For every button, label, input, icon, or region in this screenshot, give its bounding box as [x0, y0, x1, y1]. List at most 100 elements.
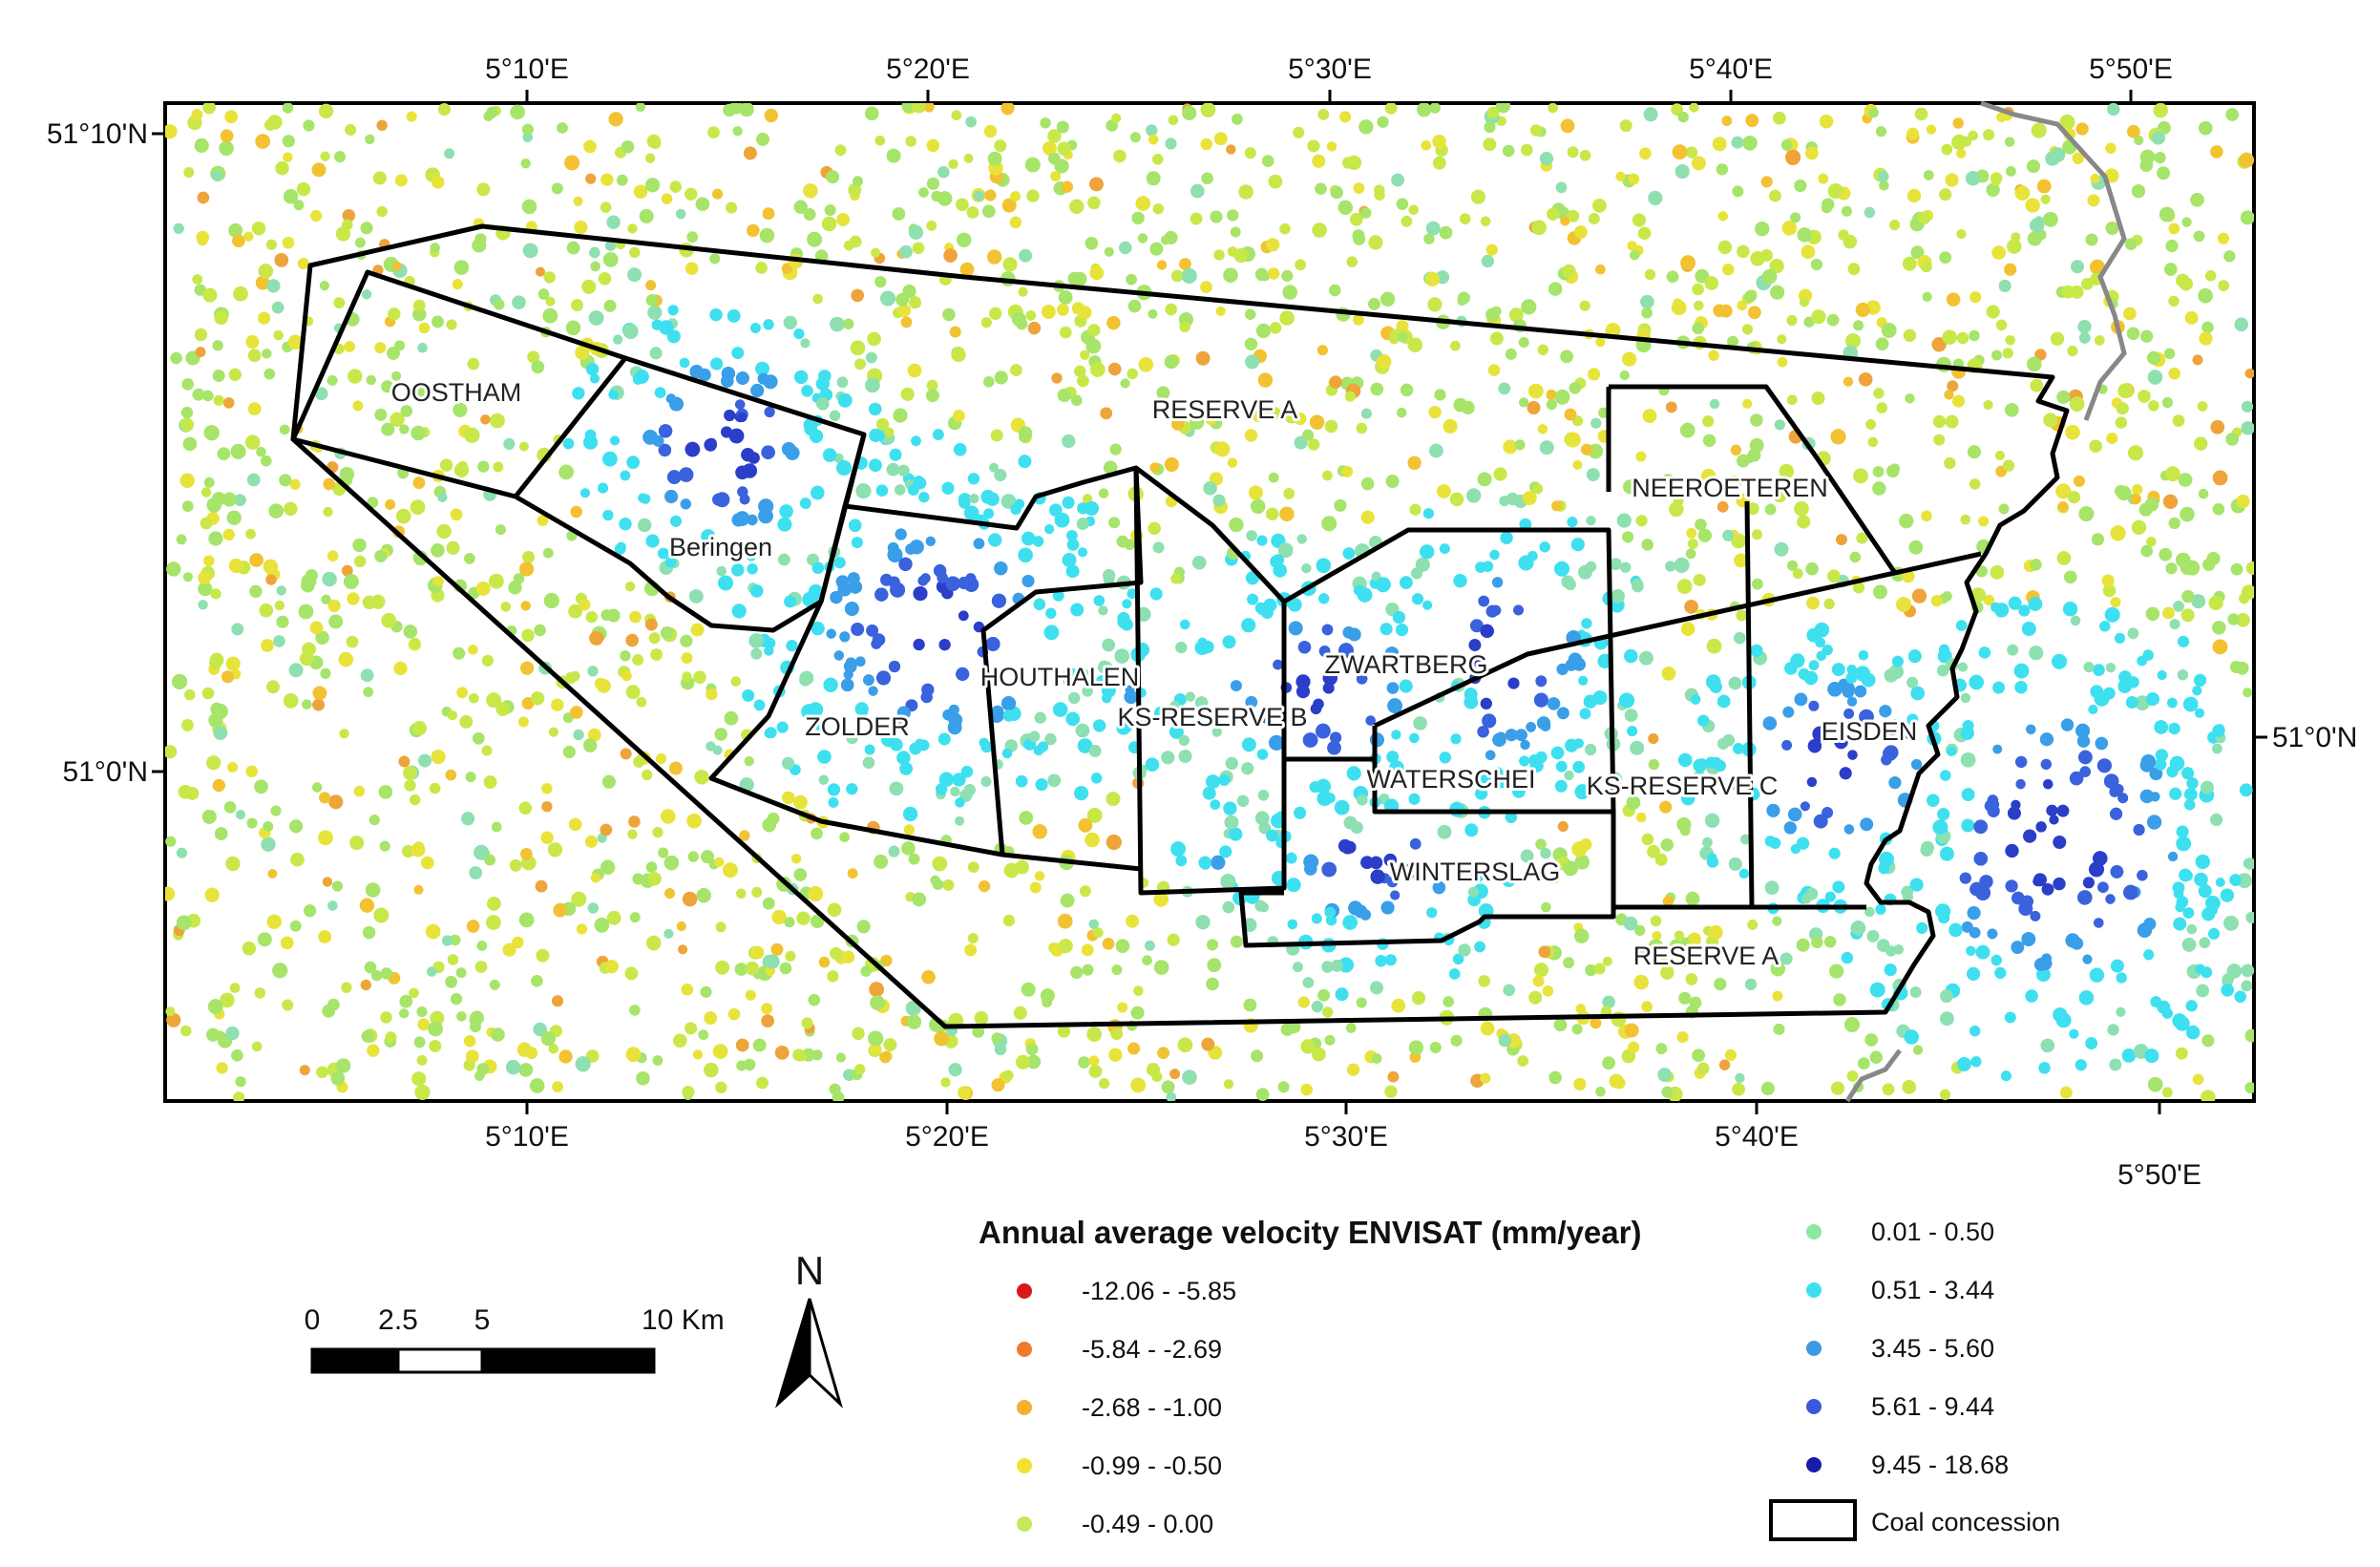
insar-point — [686, 231, 699, 244]
insar-point — [833, 650, 844, 661]
insar-point — [1122, 599, 1132, 609]
insar-point — [664, 489, 679, 504]
insar-point — [872, 633, 886, 646]
insar-point — [304, 904, 317, 918]
insar-point — [1396, 198, 1409, 210]
insar-point — [557, 122, 568, 134]
insar-point — [1077, 547, 1088, 558]
insar-point — [1353, 314, 1364, 326]
insar-point — [1702, 434, 1717, 447]
insar-point — [573, 196, 583, 206]
insar-point — [1839, 767, 1852, 780]
insar-point — [1773, 111, 1786, 125]
insar-point — [1358, 119, 1374, 135]
insar-point — [850, 340, 866, 356]
insar-point — [303, 119, 315, 132]
insar-point — [312, 698, 325, 711]
insar-point — [1619, 119, 1632, 133]
insar-point — [1464, 823, 1479, 837]
insar-point — [1590, 1017, 1602, 1029]
insar-point — [2210, 813, 2223, 827]
insar-point — [1178, 750, 1192, 763]
insar-point — [732, 126, 743, 137]
insar-point — [669, 180, 682, 193]
insar-point — [2043, 413, 2058, 428]
insar-point — [682, 891, 698, 907]
insar-point — [1215, 306, 1226, 316]
insar-point — [1129, 132, 1141, 143]
insar-point — [247, 349, 262, 363]
insar-point — [2068, 491, 2081, 504]
insar-point — [2134, 135, 2144, 146]
insar-point — [2002, 348, 2013, 359]
insar-point — [192, 388, 205, 401]
insar-point — [1330, 185, 1343, 200]
insar-point — [1843, 708, 1855, 719]
insar-point — [1168, 115, 1179, 125]
insar-point — [2106, 433, 2118, 445]
insar-point — [2102, 583, 2117, 598]
insar-point — [779, 962, 792, 975]
insar-point — [487, 897, 501, 911]
insar-point — [2089, 259, 2105, 275]
insar-point — [2225, 108, 2239, 121]
insar-point — [2109, 1058, 2122, 1071]
insar-point — [445, 975, 457, 988]
insar-point — [1482, 561, 1494, 572]
insar-point — [613, 334, 623, 345]
insar-point — [1226, 144, 1236, 155]
insar-point — [1650, 915, 1662, 927]
insar-point — [1944, 457, 1956, 470]
insar-point — [602, 252, 619, 267]
insar-point — [225, 656, 241, 671]
insar-point — [1491, 577, 1504, 588]
insar-point — [543, 271, 556, 284]
insar-point — [263, 821, 274, 832]
insar-point — [707, 126, 720, 139]
insar-point — [704, 1062, 719, 1078]
insar-point — [2182, 907, 2195, 919]
insar-point — [568, 604, 582, 619]
insar-point — [989, 462, 999, 473]
insar-point — [310, 209, 323, 222]
insar-point — [1538, 945, 1551, 959]
insar-point — [1256, 749, 1269, 760]
insar-point — [851, 623, 865, 636]
insar-point — [926, 221, 937, 231]
insar-point — [372, 171, 387, 185]
insar-point — [1481, 254, 1494, 268]
insar-point — [1695, 519, 1707, 531]
insar-point — [1214, 441, 1231, 457]
insar-point — [608, 390, 619, 400]
insar-point — [1206, 977, 1219, 991]
insar-point — [1477, 726, 1489, 738]
insar-point — [1487, 364, 1501, 376]
insar-point — [319, 103, 334, 118]
insar-point — [1255, 323, 1272, 339]
insar-point — [370, 594, 386, 609]
insar-point — [1638, 650, 1653, 666]
insar-point — [2176, 836, 2192, 852]
insar-point — [1940, 770, 1951, 781]
insar-point — [336, 1058, 351, 1073]
insar-point — [1167, 933, 1180, 946]
insar-point — [289, 819, 304, 834]
insar-point — [1266, 507, 1279, 520]
insar-point — [847, 868, 858, 879]
insar-point — [2027, 159, 2040, 174]
insar-point — [1131, 211, 1145, 224]
insar-point — [1858, 650, 1869, 661]
insar-point — [991, 1032, 1003, 1044]
insar-point — [800, 338, 811, 349]
insar-point — [1904, 1029, 1919, 1045]
insar-point — [1992, 681, 2006, 694]
insar-point — [1365, 715, 1376, 726]
insar-point — [1777, 357, 1788, 368]
insar-point — [1773, 1024, 1785, 1035]
insar-point — [1232, 113, 1243, 125]
insar-point — [1619, 370, 1630, 381]
insar-point — [2105, 663, 2117, 673]
insar-point — [1126, 914, 1140, 928]
insar-point — [1103, 574, 1115, 585]
insar-point — [874, 136, 886, 146]
